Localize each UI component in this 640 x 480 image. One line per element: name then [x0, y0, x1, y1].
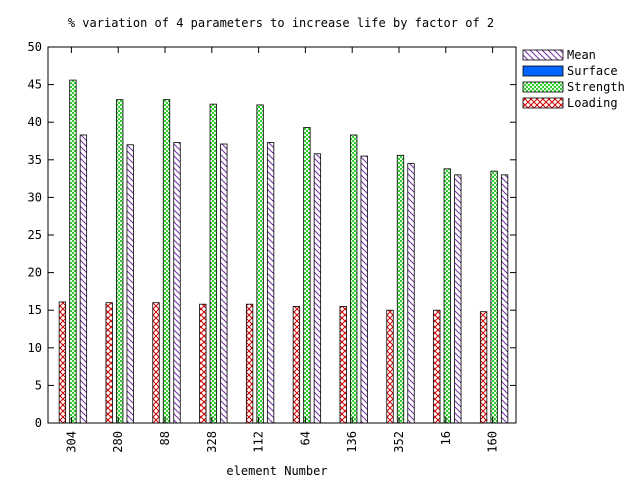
y-tick-label: 5 [35, 378, 42, 392]
bar-strength-64 [303, 127, 311, 424]
bar-mean-160 [500, 174, 509, 424]
y-axis: 0 5 10 15 20 25 30 35 40 45 50 [28, 40, 516, 430]
bar-mean-16 [454, 174, 462, 424]
bar-loading-280 [105, 302, 113, 424]
x-tick-label: 64 [298, 431, 312, 445]
bar-strength-136 [350, 134, 358, 424]
legend-swatch-surface [522, 65, 564, 77]
bar-strength-88 [162, 99, 171, 424]
x-tick-label: 352 [392, 431, 406, 453]
legend-label-strength: Strength [567, 80, 625, 94]
y-tick-label: 10 [28, 341, 42, 355]
bar-loading-304 [58, 301, 67, 424]
bar-mean-112 [266, 142, 275, 424]
y-tick-label: 50 [28, 40, 42, 54]
bar-strength-328 [209, 103, 217, 424]
y-tick-label: 20 [28, 266, 42, 280]
x-tick-label: 136 [345, 431, 359, 453]
y-tick-label: 0 [35, 416, 42, 430]
bar-mean-304 [79, 134, 88, 424]
bar-loading-16 [433, 309, 441, 424]
bar-loading-88 [152, 302, 160, 424]
legend-swatch-mean [522, 49, 564, 61]
legend-swatch-loading [522, 97, 564, 109]
legend-swatch-strength [522, 81, 564, 93]
bar-strength-112 [256, 104, 264, 424]
legend-label-surface: Surface [567, 64, 618, 78]
bar-loading-352 [386, 309, 394, 424]
y-tick-label: 45 [28, 78, 42, 92]
chart-title: % variation of 4 parameters to increase … [68, 16, 494, 30]
bar-strength-16 [443, 168, 451, 424]
bar-loading-328 [199, 303, 207, 424]
bar-mean-88 [173, 142, 181, 424]
bar-loading-112 [245, 303, 254, 424]
bar-mean-280 [126, 144, 134, 424]
x-tick-label: 280 [111, 431, 125, 453]
bar-mean-64 [313, 153, 322, 424]
bar-mean-136 [360, 155, 368, 424]
x-tick-label: 304 [64, 431, 78, 453]
y-tick-label: 40 [28, 115, 42, 129]
bar-strength-160 [490, 170, 498, 424]
x-tick-label: 328 [205, 431, 219, 453]
legend-label-mean: Mean [567, 48, 596, 62]
legend: Mean Surface Strength Loading [522, 48, 625, 110]
y-tick-label: 15 [28, 303, 42, 317]
x-axis: 304 280 88 328 112 64 136 352 16 160 [64, 47, 500, 453]
x-tick-label: 88 [158, 431, 172, 445]
bar-series-group [58, 79, 509, 424]
x-axis-label: element Number [226, 464, 327, 478]
y-tick-label: 30 [28, 190, 42, 204]
bar-strength-280 [116, 99, 124, 424]
y-tick-label: 25 [28, 228, 42, 242]
bar-mean-352 [407, 163, 415, 424]
x-tick-label: 112 [252, 431, 266, 453]
bar-loading-160 [479, 311, 488, 424]
x-tick-label: 16 [439, 431, 453, 445]
bar-loading-136 [339, 306, 347, 424]
x-tick-label: 160 [486, 431, 500, 453]
legend-label-loading: Loading [567, 96, 618, 110]
bar-strength-304 [69, 79, 77, 424]
bar-strength-352 [396, 154, 405, 424]
y-tick-label: 35 [28, 153, 42, 167]
bar-loading-64 [292, 306, 301, 424]
bar-mean-328 [220, 143, 228, 424]
